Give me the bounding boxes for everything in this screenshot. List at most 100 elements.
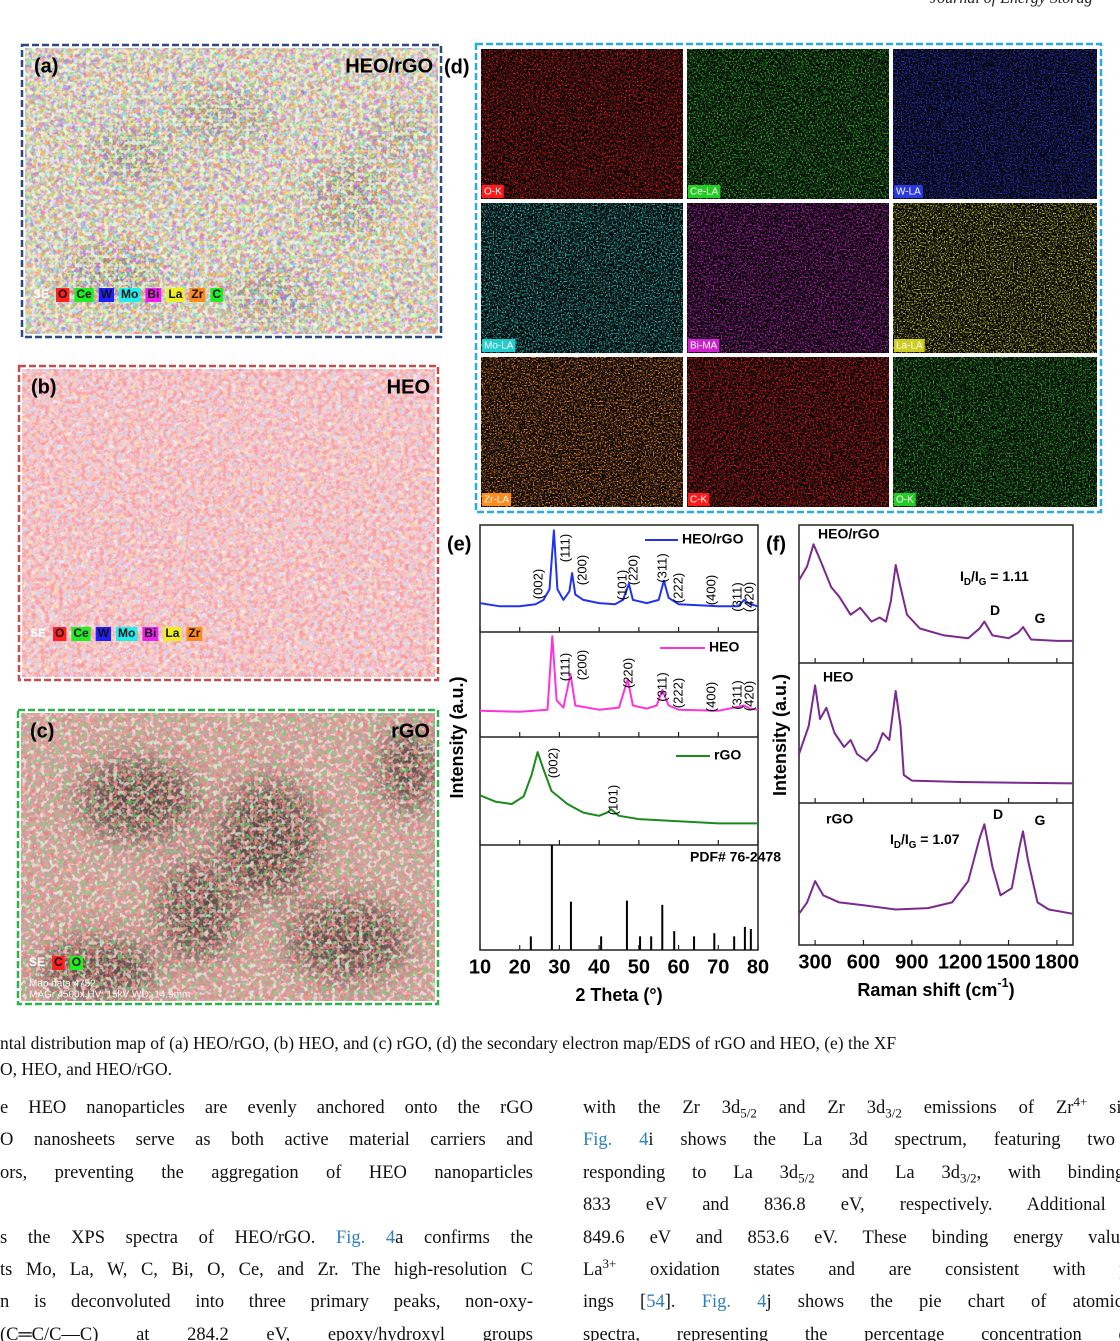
journal-name: Journal of Energy Storag: [930, 0, 1093, 8]
peak-label: (200): [574, 555, 589, 585]
peak-label: (200): [574, 650, 589, 680]
peak-label: (311): [729, 582, 744, 611]
reference-link[interactable]: 54: [646, 1292, 665, 1313]
legend-label: Bi: [144, 626, 156, 640]
text-part: ings [: [583, 1292, 647, 1313]
reference-link[interactable]: Fig. 4: [701, 1292, 767, 1313]
peak-label: (101): [614, 570, 629, 600]
eds-chip: [894, 493, 916, 506]
body-line: ings [54]. Fig. 4j shows the pie chart o…: [583, 1290, 1120, 1314]
text-part: , with binding ener: [976, 1162, 1120, 1183]
text-part: emissions of Zr: [901, 1098, 1074, 1118]
eds-signal: [687, 49, 889, 199]
annotation: ID/IG = 1.11: [960, 568, 1029, 588]
eds-signal: [481, 203, 683, 353]
eds-signal: [893, 357, 1097, 507]
text-part: and La 3d: [814, 1162, 960, 1183]
peak-label: (220): [620, 658, 635, 688]
peak-label: (101): [605, 785, 620, 815]
peak-label: (002): [530, 569, 545, 599]
legend-swatch: [189, 288, 206, 302]
legend-swatch: [56, 288, 70, 302]
annotation: D: [990, 602, 1000, 618]
eds-signal: [481, 357, 683, 507]
text-part: La: [583, 1260, 603, 1280]
peak-label: (311): [729, 680, 744, 709]
eds-name: La-LA: [896, 341, 923, 352]
eds-name: Ce-LA: [690, 187, 719, 198]
legend-label: La: [165, 626, 179, 640]
body-line: O nanosheets serve as both active materi…: [0, 1128, 533, 1152]
panel-border: [474, 42, 1103, 514]
eds-chip: [482, 185, 504, 198]
legend-label: Ce: [76, 287, 92, 301]
text-part: and Zr 3d: [756, 1098, 886, 1118]
text-part: 4+: [1073, 1096, 1088, 1109]
text-part: 833 eV and 836.8 eV, respectively. Addit…: [583, 1195, 1120, 1216]
body-line: ors, preventing the aggregation of HEO n…: [0, 1161, 533, 1185]
plot-frame: [798, 524, 1074, 946]
eds-signal: [893, 203, 1097, 353]
y-axis-label: Intensity (a.u.): [447, 676, 467, 798]
eds-chip: [894, 339, 925, 352]
legend-label: SE: [33, 287, 49, 301]
text-part: 5/2: [798, 1170, 815, 1185]
legend-swatch: [116, 627, 138, 641]
legend-swatch: [69, 956, 84, 970]
x-tick-label: 20: [509, 956, 531, 978]
legend-label: HEO/rGO: [682, 531, 744, 547]
legend-swatch: [119, 288, 141, 302]
reference-link[interactable]: Fig. 4: [583, 1130, 649, 1151]
text-part: D: [993, 806, 1003, 822]
panel-border: [16, 708, 440, 1006]
peak-label: (111): [557, 653, 572, 681]
body-line: s the XPS spectra of HEO/rGO. Fig. 4a co…: [0, 1226, 533, 1250]
eds-name: W-LA: [896, 187, 921, 198]
legend-label: Zr: [191, 287, 203, 301]
legend-label: Bi: [147, 287, 159, 301]
eds-chip: [894, 185, 923, 198]
legend-label: Mo: [121, 287, 138, 301]
legend-swatch: [145, 288, 162, 302]
text-part: 5/2: [740, 1105, 757, 1120]
text-part: ): [1009, 980, 1015, 1000]
chart-label: (e): [447, 533, 471, 555]
x-tick-label: 80: [747, 956, 769, 978]
data-line: [798, 823, 1074, 915]
body-line: 849.6 eV and 853.6 eV. These binding ene…: [583, 1226, 1120, 1250]
x-tick-label: 600: [847, 951, 880, 973]
x-tick-label: 60: [667, 956, 689, 978]
legend-label: C: [212, 287, 221, 301]
map-note: Map data 4752: [29, 979, 96, 990]
legend-swatch: [52, 956, 65, 970]
eds-chip: [482, 339, 516, 352]
text-part: G: [979, 577, 987, 588]
series-label: HEO/rGO: [818, 526, 880, 542]
eds-signal: [687, 203, 889, 353]
x-tick-label: 1200: [938, 951, 983, 973]
x-tick-label: 1500: [986, 951, 1031, 973]
text-part: ts Mo, La, W, C, Bi, O, Ce, and Zr. The …: [0, 1260, 533, 1280]
data-line: [479, 529, 759, 608]
peak-label: (400): [703, 575, 718, 605]
legend-label: O: [55, 626, 64, 640]
text-part: 3+: [602, 1258, 617, 1271]
figure: (a) HEO/rGO SE O Ce W Mo Bi La Zr C (b) HEO SE O Ce W Mo B…: [16, 42, 1103, 1006]
legend-label: SE: [30, 626, 46, 640]
legend-label: SE: [29, 955, 45, 969]
data-line: [798, 684, 1074, 785]
x-tick-label: 30: [548, 956, 570, 978]
reference-link[interactable]: Fig. 4: [335, 1227, 396, 1248]
legend-label: W: [98, 626, 110, 640]
legend-swatch: [74, 288, 94, 302]
peak-label: (311): [654, 672, 669, 701]
legend-swatch: [142, 627, 159, 641]
sem-image: [21, 713, 435, 1001]
chart-label: (f): [766, 533, 786, 555]
eds-name: Zr-LA: [484, 495, 509, 506]
text-part: = 1.07: [916, 831, 959, 847]
text-part: oxidation states and are consistent with…: [649, 1260, 1120, 1280]
text-part: s the XPS spectra of HEO/rGO.: [0, 1227, 336, 1248]
panel-border: [17, 364, 440, 682]
panel-title: HEO/rGO: [345, 55, 433, 77]
